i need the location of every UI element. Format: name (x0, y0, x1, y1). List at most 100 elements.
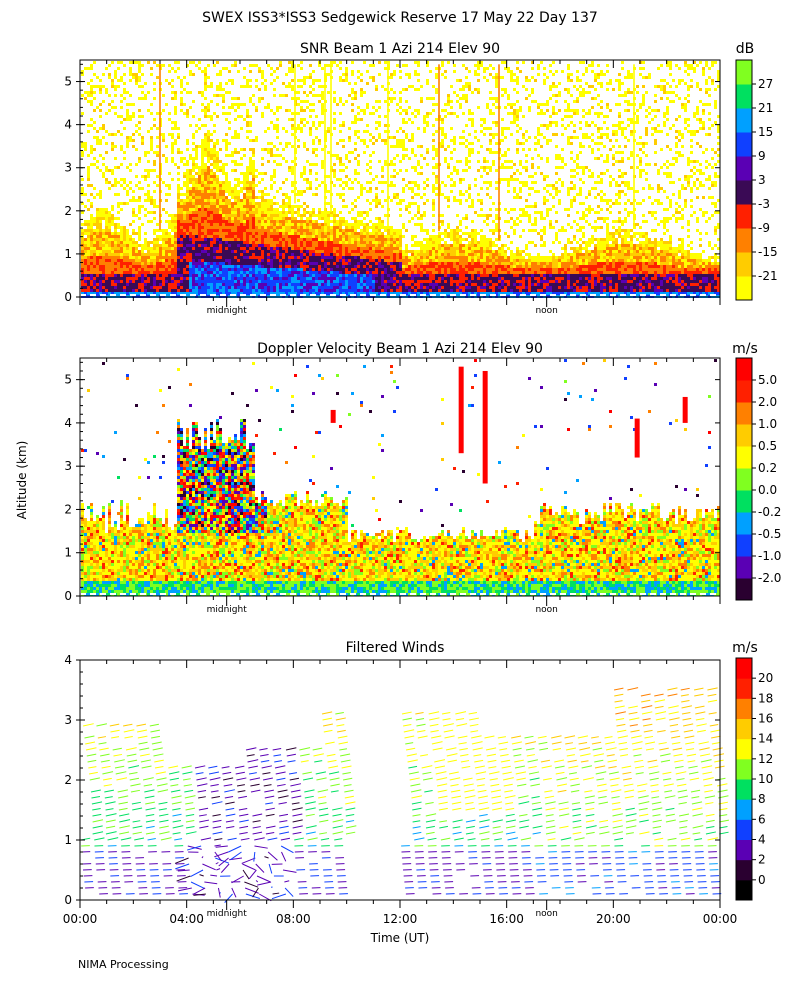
snr-cell (414, 262, 417, 265)
snr-cell (273, 208, 276, 211)
snr-cell (126, 145, 129, 148)
snr-cell (381, 259, 384, 262)
snr-cell (423, 121, 426, 124)
snr-cell (108, 133, 111, 136)
snr-cell (330, 262, 333, 265)
snr-cell (351, 256, 354, 259)
snr-cell (432, 244, 435, 247)
snr-cell (198, 166, 201, 169)
snr-cell (423, 157, 426, 160)
snr-cell (369, 241, 372, 244)
snr-cell (216, 229, 219, 232)
snr-cell (309, 268, 312, 271)
snr-cell (90, 145, 93, 148)
snr-cell (249, 229, 252, 232)
snr-cell (357, 196, 360, 199)
snr-cell (297, 220, 300, 223)
snr-cell (204, 259, 207, 262)
snr-cell (414, 277, 417, 280)
snr-cell (270, 265, 273, 268)
snr-cell (141, 91, 144, 94)
snr-cell (366, 244, 369, 247)
snr-cell (372, 238, 375, 241)
snr-cell (180, 205, 183, 208)
snr-cell (321, 166, 324, 169)
snr-cell (321, 244, 324, 247)
snr-cell (384, 163, 387, 166)
snr-cell (393, 163, 396, 166)
snr-cell (366, 253, 369, 256)
snr-cell (198, 271, 201, 274)
snr-cell (318, 244, 321, 247)
snr-cell (213, 229, 216, 232)
snr-cell (297, 124, 300, 127)
snr-cell (213, 148, 216, 151)
snr-cell (117, 259, 120, 262)
snr-cell (180, 289, 183, 292)
snr-cell (261, 112, 264, 115)
snr-cell (150, 241, 153, 244)
snr-cell (114, 262, 117, 265)
snr-cell (87, 172, 90, 175)
snr-cell (348, 211, 351, 214)
snr-cell (360, 211, 363, 214)
snr-cell (141, 274, 144, 277)
snr-cell (180, 157, 183, 160)
snr-cell (267, 265, 270, 268)
snr-cell (183, 220, 186, 223)
snr-cell (132, 265, 135, 268)
snr-cell (255, 232, 258, 235)
snr-cell (174, 91, 177, 94)
snr-cell (426, 97, 429, 100)
snr-cell (264, 259, 267, 262)
snr-cell (129, 247, 132, 250)
snr-cell (135, 130, 138, 133)
snr-cell (201, 181, 204, 184)
snr-cell (276, 271, 279, 274)
snr-cell (417, 109, 420, 112)
snr-cell (369, 112, 372, 115)
snr-cell (102, 289, 105, 292)
snr-cell (249, 64, 252, 67)
snr-cell (138, 70, 141, 73)
snr-cell (120, 253, 123, 256)
snr-cell (108, 73, 111, 76)
snr-cell (222, 202, 225, 205)
snr-cell (234, 187, 237, 190)
snr-cell (186, 259, 189, 262)
snr-cell (399, 229, 402, 232)
snr-cell (210, 85, 213, 88)
snr-cell (234, 184, 237, 187)
snr-cell (333, 238, 336, 241)
snr-cell (432, 223, 435, 226)
snr-cell (345, 241, 348, 244)
snr-cell (282, 262, 285, 265)
snr-cell (378, 280, 381, 283)
snr-cell (261, 214, 264, 217)
snr-cell (300, 250, 303, 253)
snr-cell (270, 202, 273, 205)
snr-cell (366, 241, 369, 244)
snr-cell (429, 97, 432, 100)
snr-cell (195, 250, 198, 253)
snr-cell (378, 268, 381, 271)
snr-cell (378, 244, 381, 247)
snr-cell (213, 208, 216, 211)
snr-cell (234, 289, 237, 292)
snr-cell (234, 163, 237, 166)
snr-cell (282, 226, 285, 229)
snr-cell (252, 184, 255, 187)
snr-cell (204, 67, 207, 70)
snr-cell (390, 73, 393, 76)
snr-cell (150, 169, 153, 172)
snr-cell (123, 256, 126, 259)
snr-cell (234, 64, 237, 67)
snr-cell (168, 274, 171, 277)
snr-cell (291, 88, 294, 91)
snr-cell (258, 208, 261, 211)
snr-cell (228, 214, 231, 217)
snr-cell (123, 118, 126, 121)
snr-cell (291, 79, 294, 82)
snr-cell (387, 292, 390, 295)
snr-cell (420, 100, 423, 103)
